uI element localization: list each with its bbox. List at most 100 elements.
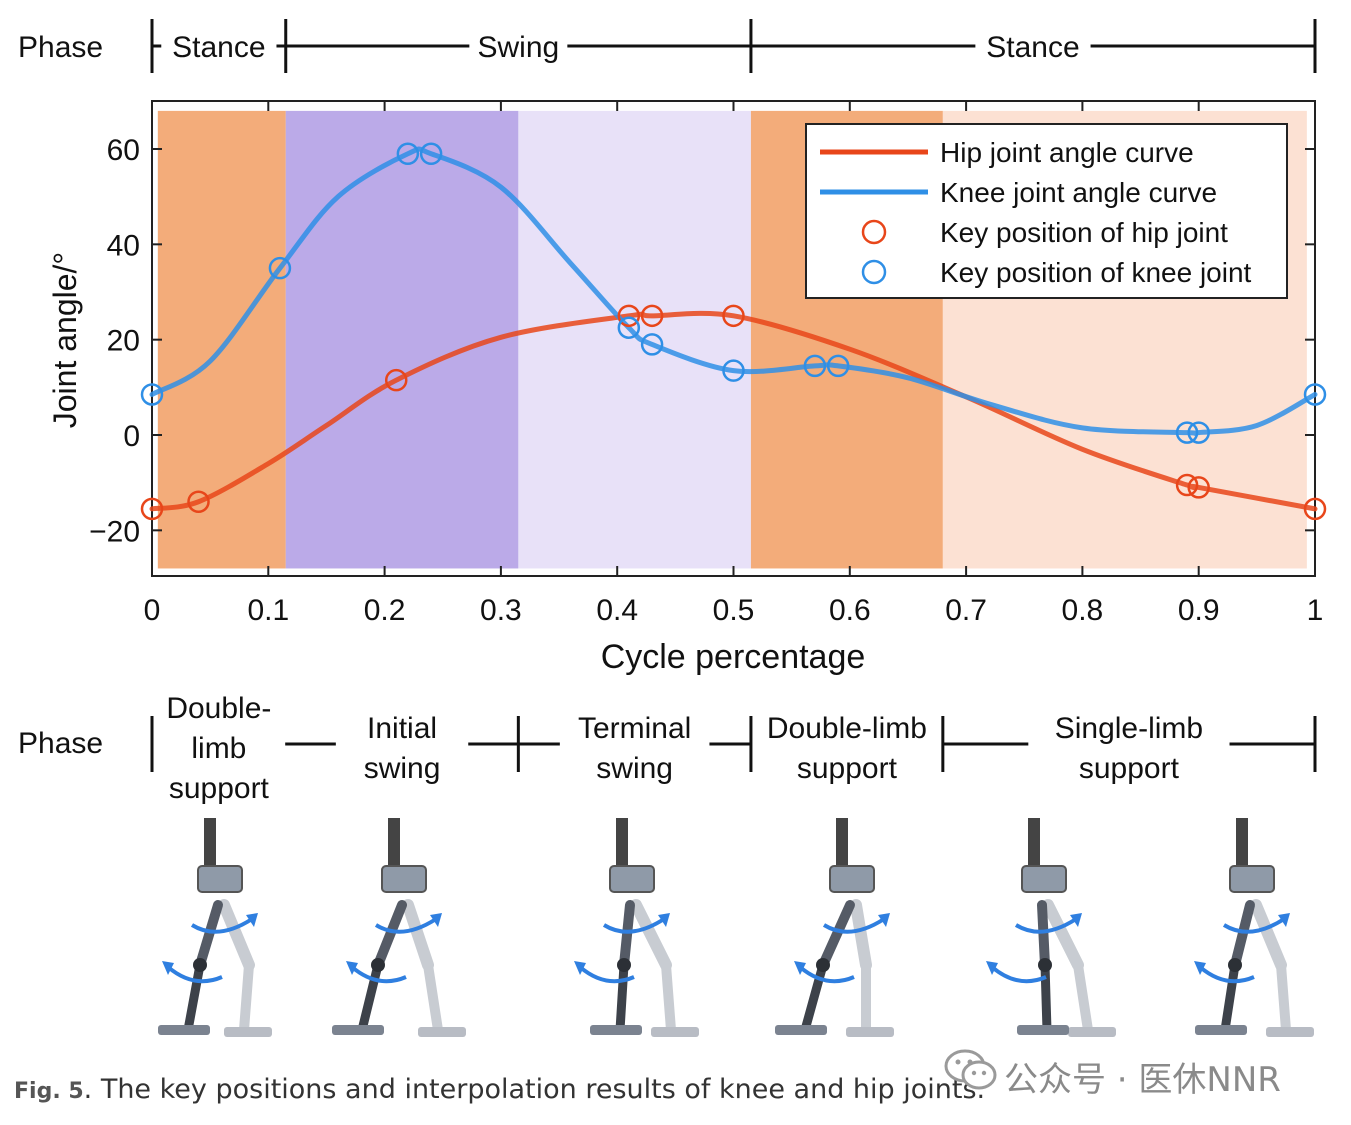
phase-segment-label: Swing [477,31,559,64]
hip-arrowhead [658,913,670,927]
axes: 0 0.1 0.2 0.3 0.4 0.5 0.6 0.7 0.8 0.9 1 60 40 20 0 −20 [89,101,1323,627]
legend-label: Key position of hip joint [940,217,1228,248]
knee-rotation-arrow [990,965,1047,984]
y-tick-label: 60 [107,134,140,167]
hip-arrowhead [878,913,890,927]
knee-rotation-arrow [350,965,407,984]
thigh-back [630,899,672,971]
hip-arrowhead [246,913,258,927]
y-axis-label: Joint angle/° [47,252,83,428]
knee-key-point [803,354,827,378]
knee-joint [617,958,631,972]
exoskeleton-illustration [1194,818,1314,1037]
backpack-handle [1028,818,1040,868]
hip-key-point [140,497,164,521]
phase-segment-label: support [169,772,270,805]
thigh-back [218,899,255,971]
knee-key-point [140,383,164,406]
knee-key-point [419,142,443,166]
x-tick-label: 0.3 [480,594,522,627]
foot-back [846,1027,894,1037]
knee-joint [193,958,207,972]
shank-front [357,960,383,1035]
foot-front [590,1025,642,1035]
knee-key-point [1303,383,1327,406]
y-tick-label: 20 [107,325,140,358]
exoskeleton-illustration [574,818,699,1037]
x-tick-label: 0.1 [247,594,289,627]
knee-arrowhead [1194,961,1206,975]
knee-joint [1228,958,1242,972]
hip-rotation-arrow [1014,917,1078,934]
thigh-back [1042,899,1084,971]
thigh-front [1037,900,1050,970]
knee-rotation-arrow [166,965,223,984]
hip-key-point [617,304,641,328]
phase-label: Phase [18,31,103,64]
exoskeleton-illustration [986,818,1116,1037]
phase-region-3 [518,110,751,569]
series-lines [149,146,1318,512]
legend-label: Hip joint angle curve [940,137,1194,168]
knee-key-point [617,316,641,339]
hip-joint-angle-curve [149,310,1318,512]
foot-front [1017,1025,1069,1035]
knee-arrowhead [162,961,174,975]
foot-back [651,1027,699,1037]
knee-joint-angle-curve [149,146,1318,436]
phase-segment-label: Double- [166,692,271,725]
phase-segment-label: Initial [367,712,437,745]
shank-front [183,960,205,1035]
hip-arrowhead [430,913,442,927]
exoskeleton-figures [158,818,1314,1037]
joint-angle-chart: 0 0.1 0.2 0.3 0.4 0.5 0.6 0.7 0.8 0.9 16040200−20 … [47,100,1327,676]
hip-module [829,865,875,893]
knee-arrowhead [346,961,358,975]
hip-arrowhead [1278,913,1290,927]
hip-module [609,865,655,893]
phase-label: Phase [18,727,103,760]
figure-label: Fig. 5 [14,1079,84,1104]
hip-module [381,865,427,893]
foot-front [1195,1025,1247,1035]
hip-key-point [722,304,745,328]
legend-marker-swatch [861,259,887,285]
foot-front [332,1025,384,1035]
thigh-front [818,900,855,970]
knee-rotation-arrow [1198,965,1255,984]
phase-segment-label: limb [191,732,246,765]
knee-key-point [1175,421,1199,444]
knee-rotation-arrow [578,965,635,984]
backpack-handle [836,818,848,868]
y-tick-label: −20 [89,515,140,548]
shank-back [661,960,676,1035]
x-tick-label: 0.7 [945,594,987,627]
thigh-front [373,900,407,970]
shank-back [423,960,443,1035]
backpack-handle [616,818,628,868]
shank-front [615,960,629,1035]
phase-segment-label: support [1079,752,1180,785]
shank-front [1220,960,1240,1035]
legend-marker-swatch [861,219,887,245]
hip-rotation-arrow [822,917,886,934]
legend-label: Key position of knee joint [940,257,1252,288]
foot-back [1068,1027,1116,1037]
x-tick-label: 0.4 [596,594,638,627]
phase-segment-label: swing [596,752,673,785]
knee-key-point [826,354,850,378]
y-tick-label: 0 [123,420,140,453]
phase-segment-label: support [797,752,898,785]
key-point-markers [140,142,1327,521]
hip-key-point [640,304,664,328]
foot-back [224,1027,272,1037]
knee-joint [371,958,385,972]
knee-key-point [640,333,664,356]
backpack-handle [1236,818,1248,868]
backpack-handle [204,818,216,868]
hip-rotation-arrow [602,917,666,934]
y-tick-label: 40 [107,229,140,262]
hip-arrowhead [1070,913,1082,927]
phase-segment-label: Stance [172,31,265,64]
